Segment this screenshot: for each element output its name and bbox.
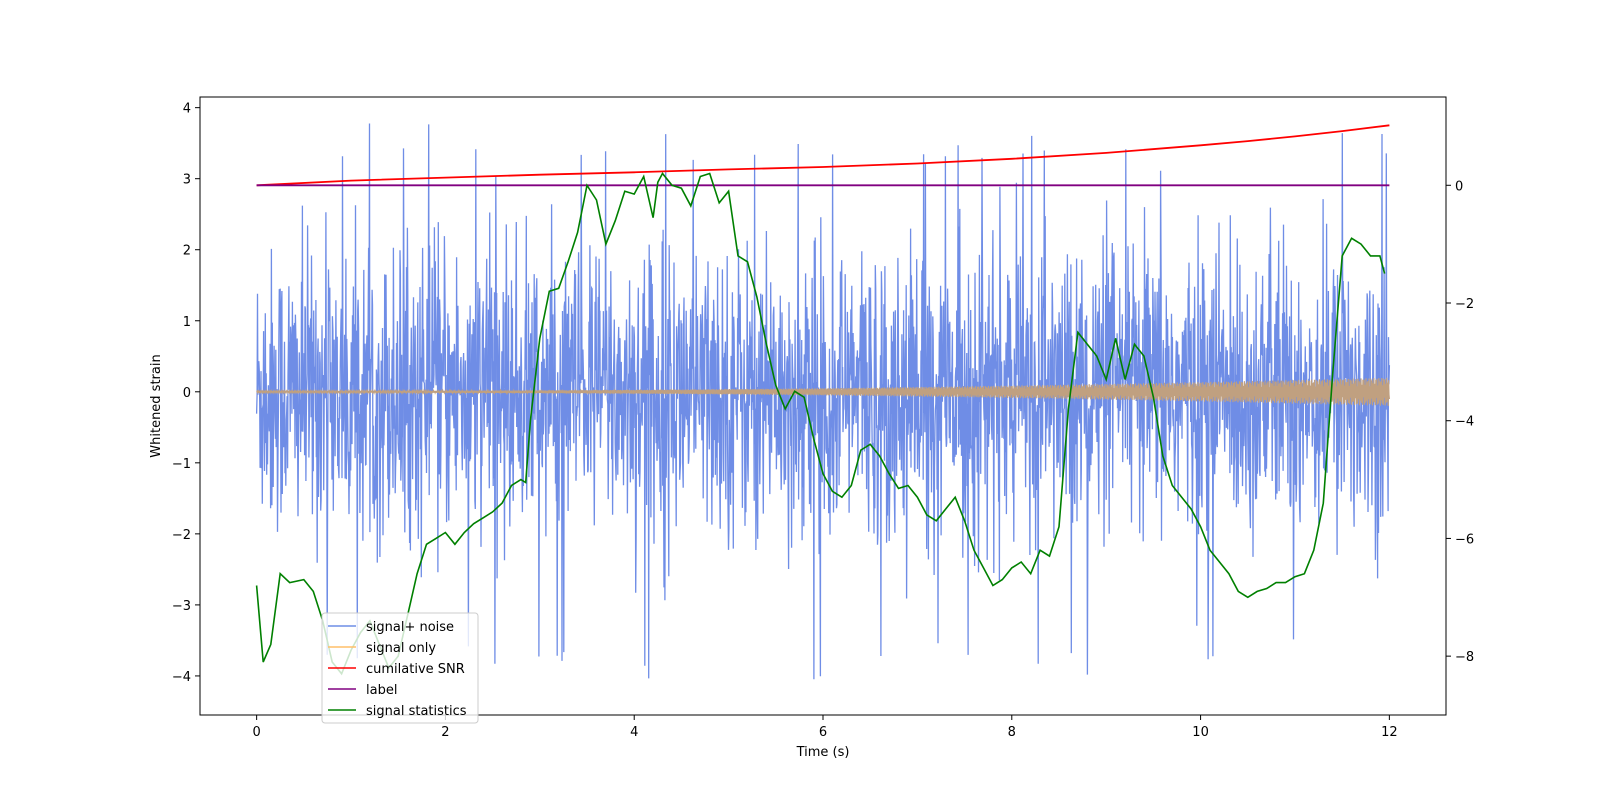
y-tick-label: −3 <box>172 599 191 614</box>
legend-label-label: label <box>366 683 397 698</box>
y-tick-label: 2 <box>183 244 191 259</box>
legend-label-signal-only: signal only <box>366 641 436 656</box>
y2-tick-label: −8 <box>1455 650 1474 665</box>
series-signal-noise <box>255 123 1391 680</box>
series-signal-only <box>256 377 1390 406</box>
x-tick-label: 4 <box>630 725 638 740</box>
x-tick-label: 2 <box>441 725 449 740</box>
plot-area <box>255 123 1391 680</box>
legend: signal+ noise signal only cumilative SNR… <box>321 612 479 724</box>
y2-tick-label: −6 <box>1455 532 1474 547</box>
y-tick-label: 0 <box>183 386 191 401</box>
y-tick-label: 4 <box>183 102 191 117</box>
legend-label-signal-statistics: signal statistics <box>366 704 467 719</box>
legend-box <box>321 612 479 724</box>
y-tick-label: −1 <box>172 457 191 472</box>
x-axis-label: Time (s) <box>796 745 850 760</box>
axes-frame <box>199 96 1447 716</box>
y-tick-label: −2 <box>172 528 191 543</box>
x-tick-label: 8 <box>1008 725 1016 740</box>
legend-label-cumulative-snr: cumilative SNR <box>366 662 465 677</box>
y-tick-label: 1 <box>183 315 191 330</box>
x-tick-label: 0 <box>252 725 260 740</box>
series-signal-statistics <box>255 172 1386 676</box>
y2-tick-label: 0 <box>1455 179 1463 194</box>
y2-tick-label: −4 <box>1455 415 1474 430</box>
y-tick-label: 3 <box>183 173 191 188</box>
y2-tick-label: −2 <box>1455 297 1474 312</box>
y-axis-label: Whitened strain <box>149 354 164 457</box>
x-tick-label: 10 <box>1192 725 1209 740</box>
y-tick-label: −4 <box>172 670 191 685</box>
x-tick-label: 6 <box>819 725 827 740</box>
x-tick-label: 12 <box>1381 725 1398 740</box>
series-cumulative-snr <box>256 124 1390 187</box>
legend-label-signal-noise: signal+ noise <box>366 620 454 635</box>
